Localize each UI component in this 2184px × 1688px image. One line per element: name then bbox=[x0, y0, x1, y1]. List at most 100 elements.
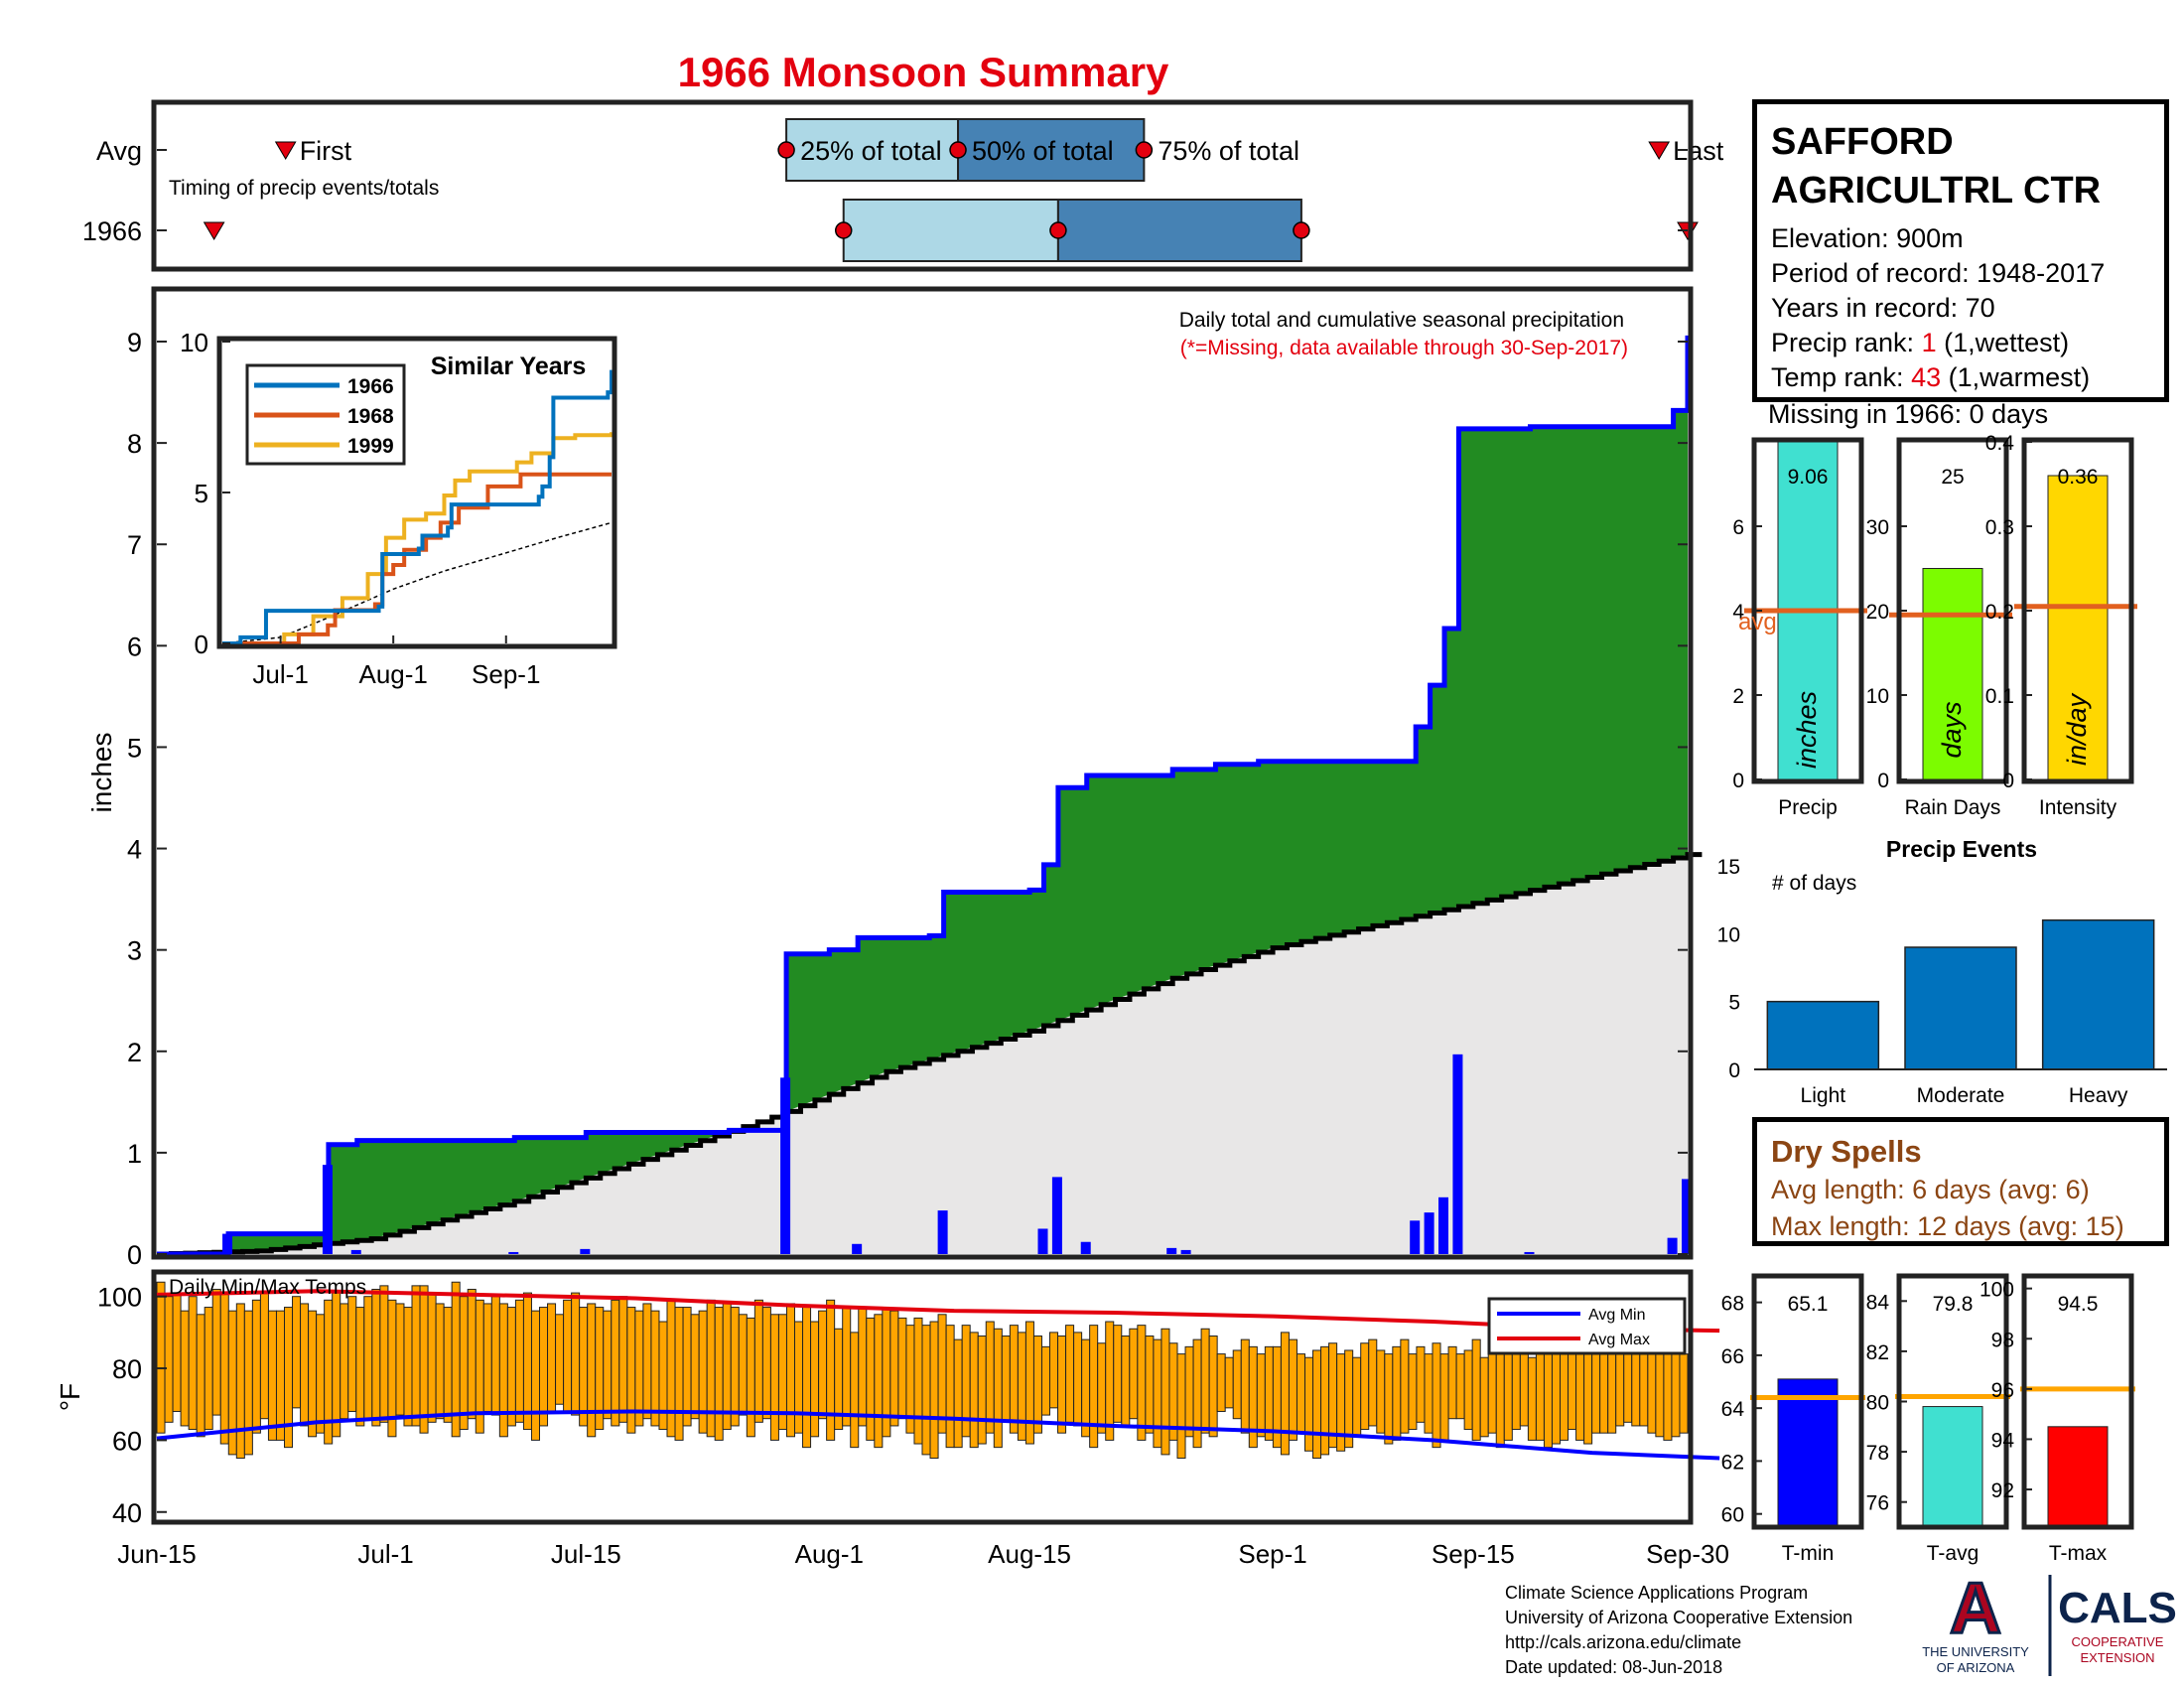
temp-range-bar bbox=[363, 1296, 373, 1420]
temp-range-bar bbox=[498, 1303, 508, 1438]
daily-precip-bar bbox=[1682, 1179, 1692, 1254]
temp-range-bar bbox=[953, 1338, 963, 1449]
temp-range-bar bbox=[1376, 1349, 1386, 1434]
svg-text:A: A bbox=[1950, 1575, 2001, 1648]
precip-y-tick-label: 9 bbox=[127, 328, 142, 357]
temp-range-bar bbox=[188, 1296, 198, 1431]
temp-total-y-tick-label: 82 bbox=[1866, 1341, 1889, 1364]
inset-series-1968 bbox=[222, 472, 612, 645]
year-percentile-marker bbox=[1293, 221, 1310, 239]
inset-legend-label: 1999 bbox=[347, 435, 394, 458]
cumulative-1966-line bbox=[157, 335, 1691, 1257]
temp-range-bar bbox=[761, 1307, 771, 1420]
temps-chart: 40 60 80 100 Daily Min/Max Temps °F Avg Min… bbox=[55, 1269, 1720, 1528]
temp-range-bar bbox=[1679, 1353, 1689, 1434]
temp-total-y-tick-label: 62 bbox=[1721, 1451, 1744, 1474]
temp-range-bar bbox=[1527, 1356, 1537, 1441]
p25-label: 25% of total bbox=[800, 136, 942, 166]
temp-range-bar bbox=[514, 1299, 524, 1423]
temp-range-bar bbox=[666, 1299, 676, 1438]
total-y-tick-label: 0 bbox=[1877, 770, 1889, 792]
temperature-totals: 65.1 T-min 60 62 64 66 68 79.8 T-avg 76 78 80 82 84 94… bbox=[1721, 1273, 2135, 1565]
total-panel-precip: 9.06 inches Precip 0 2 4 6 avg bbox=[1732, 437, 1867, 819]
temp-range-bar bbox=[443, 1307, 453, 1423]
temp-total-y-tick-label: 60 bbox=[1721, 1504, 1744, 1527]
avg-quartile-box-50-75 bbox=[957, 118, 1146, 182]
temp-range-bar bbox=[810, 1321, 820, 1438]
temp-range-bar bbox=[1001, 1336, 1011, 1423]
inset-y-tick-label: 10 bbox=[180, 328, 208, 357]
event-category-label: Heavy bbox=[2069, 1084, 2128, 1107]
temp-range-bar bbox=[1081, 1338, 1091, 1438]
temp-range-bar bbox=[969, 1332, 979, 1449]
precip-missing-note: (*=Missing, data available through 30-Se… bbox=[1180, 337, 1628, 359]
temp-range-bar bbox=[1145, 1336, 1155, 1434]
temp-range-bar bbox=[435, 1303, 445, 1420]
total-panel-label: Intensity bbox=[2039, 796, 2117, 819]
temp-range-bar bbox=[180, 1310, 190, 1427]
temp-range-bar bbox=[219, 1292, 229, 1445]
precip-rank-value: 1 bbox=[1921, 328, 1937, 357]
legend-avg-min: Avg Min bbox=[1588, 1307, 1646, 1324]
temp-range-bar bbox=[730, 1307, 740, 1427]
event-bar bbox=[1766, 1000, 1880, 1070]
temp-range-bar bbox=[706, 1299, 716, 1438]
precip-y-tick-label: 4 bbox=[127, 835, 142, 865]
temp-range-bar bbox=[1623, 1342, 1633, 1423]
temp-range-bar bbox=[1288, 1338, 1297, 1441]
temp-range-bar bbox=[204, 1307, 213, 1431]
temp-range-bar bbox=[1416, 1345, 1426, 1423]
temp-total-y-tick-label: 68 bbox=[1721, 1293, 1744, 1316]
temp-range-bar bbox=[1503, 1353, 1513, 1441]
total-y-tick-label: 0.3 bbox=[1985, 516, 2014, 539]
temp-range-bar bbox=[1631, 1349, 1641, 1427]
timing-caption: Timing of precip events/totals bbox=[169, 177, 439, 200]
cumulative-average-line bbox=[157, 852, 1703, 1257]
temp-range-bar bbox=[698, 1310, 708, 1434]
temp-range-bar bbox=[1655, 1342, 1665, 1438]
temp-range-bar bbox=[1232, 1349, 1242, 1420]
precip-y-tick-label: 5 bbox=[127, 733, 142, 763]
year-quartile-box-25-50 bbox=[842, 199, 1059, 262]
temp-y-tick-label: 80 bbox=[112, 1354, 142, 1384]
temp-rank-value: 43 bbox=[1911, 362, 1942, 392]
inset-series-1966 bbox=[222, 369, 614, 645]
inset-x-tick-label: Aug-1 bbox=[358, 659, 427, 689]
temp-total-frame bbox=[1751, 1273, 1864, 1530]
temp-range-bar bbox=[1487, 1345, 1497, 1434]
temp-range-bar bbox=[850, 1332, 860, 1449]
temp-range-bar bbox=[530, 1310, 540, 1441]
temp-range-bar bbox=[1328, 1342, 1338, 1449]
temp-range-bar bbox=[522, 1292, 532, 1431]
event-y-tick-label: 0 bbox=[1728, 1059, 1740, 1082]
temp-range-bar bbox=[1352, 1356, 1362, 1438]
temp-range-bar bbox=[340, 1303, 349, 1420]
temp-range-bar bbox=[403, 1307, 413, 1427]
credits-url[interactable]: http://cals.arizona.edu/climate bbox=[1505, 1632, 1742, 1652]
temp-range-bar bbox=[459, 1296, 469, 1431]
temp-range-bar bbox=[539, 1307, 549, 1427]
temp-range-bar bbox=[419, 1285, 429, 1434]
inset-legend-label: 1966 bbox=[347, 375, 394, 398]
date-tick-label: Jul-15 bbox=[551, 1539, 621, 1569]
temp-range-bar bbox=[1097, 1342, 1107, 1434]
date-axis: Jun-15 Jul-1 Jul-15 Aug-1 Aug-15 Sep-1 Sep-15 S… bbox=[117, 1539, 1729, 1569]
temp-range-bar bbox=[243, 1310, 253, 1456]
temp-range-bar bbox=[482, 1303, 492, 1412]
temp-range-bar bbox=[626, 1307, 636, 1434]
dry-spells-title: Dry Spells bbox=[1771, 1134, 1922, 1169]
temp-total-y-tick-label: 78 bbox=[1866, 1442, 1889, 1465]
temp-range-bar bbox=[1495, 1349, 1505, 1449]
total-y-tick-label: 20 bbox=[1866, 601, 1889, 624]
temp-total-label: T-max bbox=[2049, 1542, 2108, 1565]
temp-range-bar bbox=[985, 1321, 995, 1434]
avg-event-marker bbox=[274, 141, 297, 160]
total-bar bbox=[2047, 475, 2109, 780]
precip-y-tick-label: 6 bbox=[127, 632, 142, 661]
temp-range-bar bbox=[642, 1303, 652, 1420]
temp-total-frame bbox=[2021, 1273, 2134, 1530]
temp-range-bar bbox=[1368, 1338, 1378, 1427]
date-tick-label: Aug-15 bbox=[988, 1539, 1071, 1569]
temp-total-value: 65.1 bbox=[1788, 1293, 1829, 1316]
